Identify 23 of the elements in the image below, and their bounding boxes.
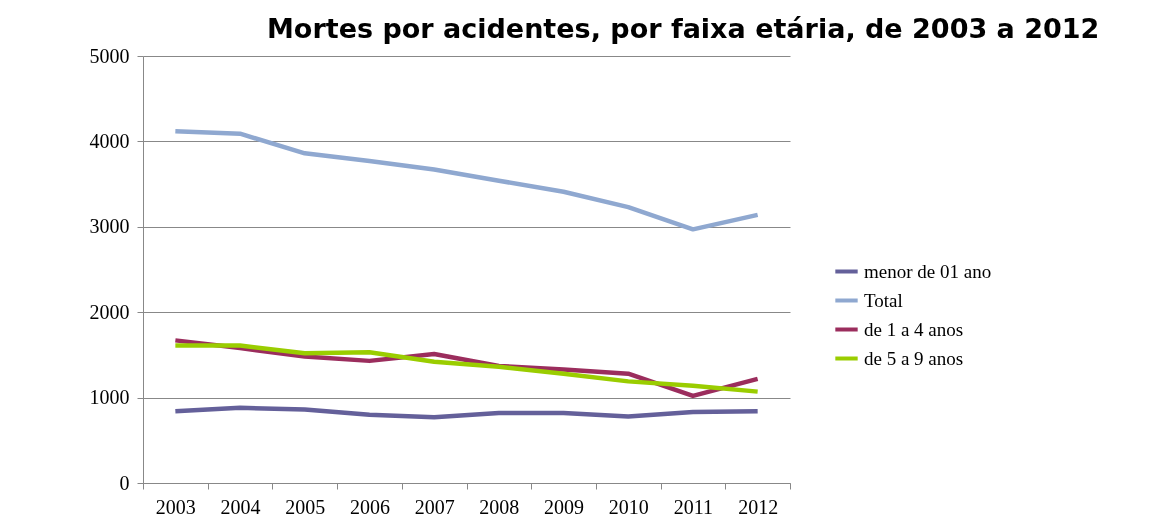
legend-label: de 5 a 9 anos: [864, 347, 964, 369]
y-tick-label: 4000: [89, 129, 130, 152]
legend-label: Total: [864, 289, 903, 311]
line-series: [173, 405, 760, 420]
x-tick-label: 2012: [738, 495, 779, 518]
chart-title: Mortes por acidentes, por faixa etária, de 2003 a 2012: [267, 13, 1100, 44]
x-tick-label: 2005: [285, 495, 326, 518]
legend-label: de 1 a 4 anos: [864, 318, 964, 340]
legend-label: menor de 01 ano: [864, 260, 992, 282]
y-tick-label: 5000: [89, 44, 130, 67]
x-tick-label: 2003: [155, 495, 196, 518]
x-tick-label: 2004: [220, 495, 261, 518]
x-tick-label: 2008: [479, 495, 520, 518]
x-tick-label: 2006: [349, 495, 390, 518]
x-tick-label: 2011: [673, 495, 714, 518]
x-tick-label: 2009: [544, 495, 585, 518]
line-series: [173, 128, 760, 232]
y-tick-label: 3000: [89, 215, 130, 238]
y-tick-label: 2000: [89, 300, 130, 323]
y-tick-label: 1000: [89, 386, 130, 409]
x-tick-label: 2010: [608, 495, 649, 518]
x-tick-label: 2007: [414, 495, 455, 518]
y-tick-label: 0: [119, 471, 130, 494]
